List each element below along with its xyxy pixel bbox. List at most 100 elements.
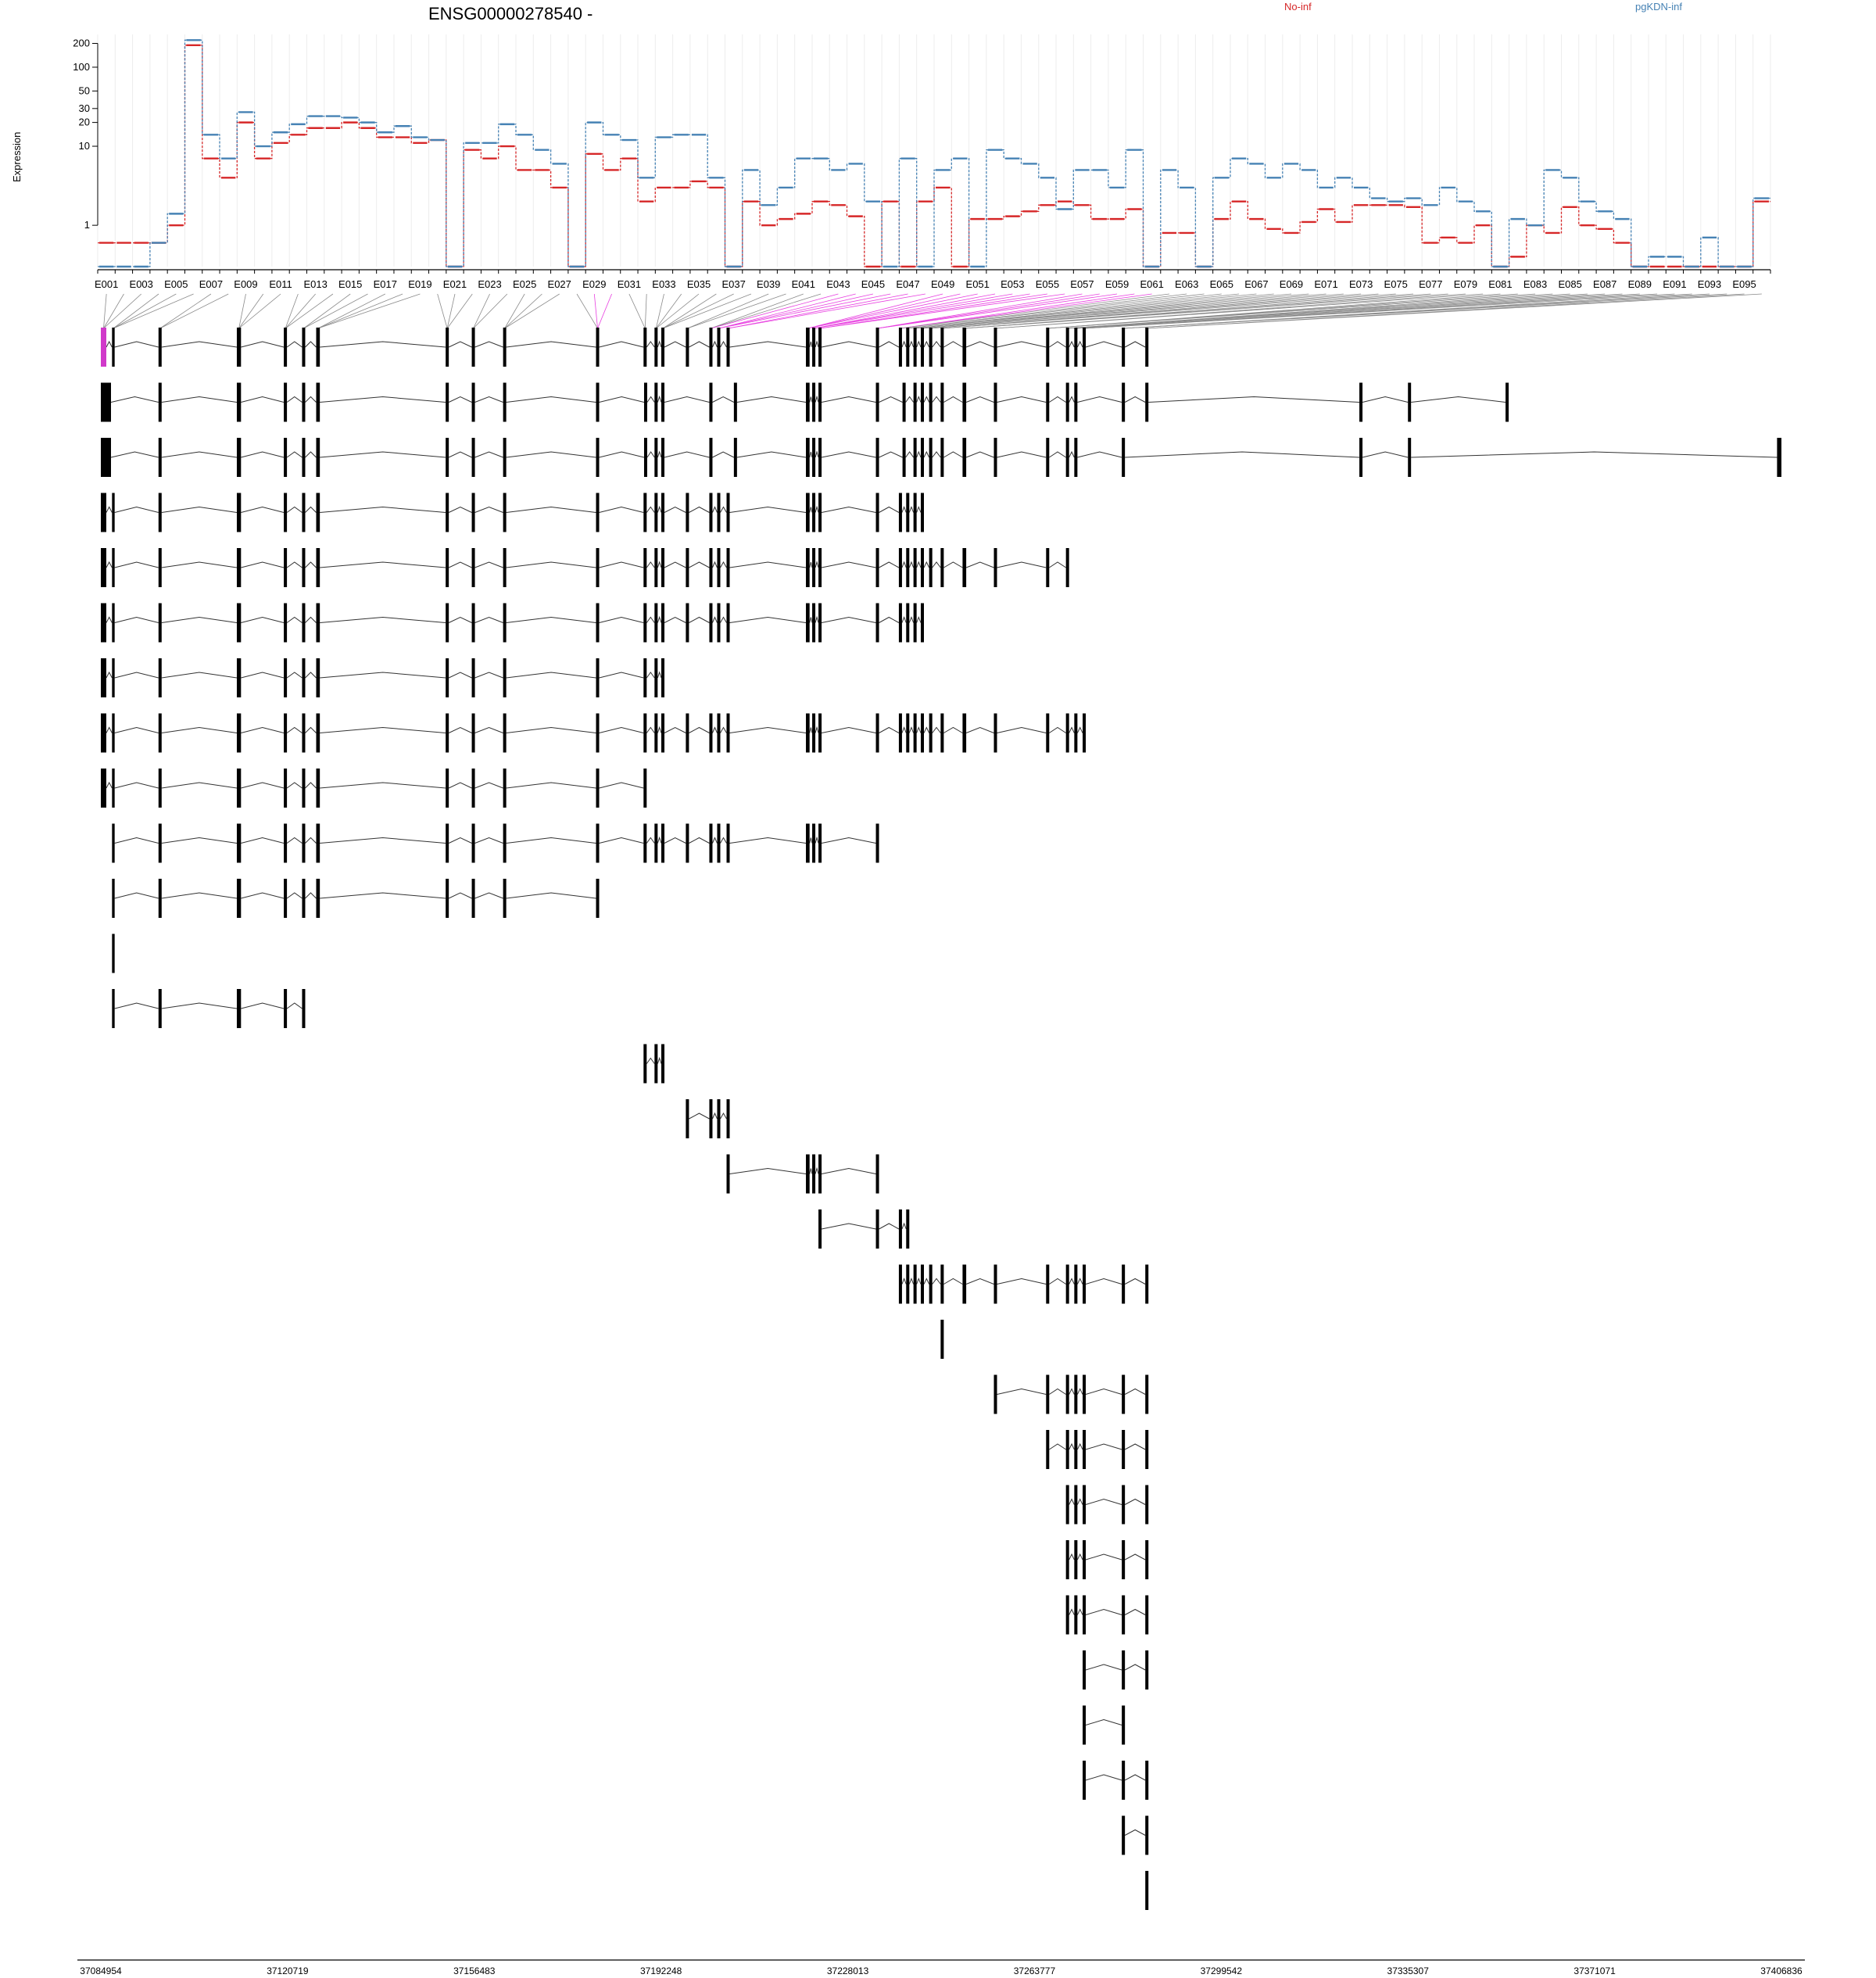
exon-block [1145, 1540, 1149, 1579]
intron-line [923, 340, 930, 348]
intron-line [814, 505, 819, 513]
exon-connector [662, 293, 734, 329]
transcript-model [101, 382, 1509, 422]
exon-block [101, 603, 106, 643]
exon-label: E027 [548, 278, 571, 290]
legend-no-inf: No-inf [1284, 1, 1312, 13]
exon-block [1122, 1815, 1126, 1855]
intron-line [879, 506, 900, 513]
intron-line [474, 451, 503, 458]
exon-block [818, 438, 822, 477]
intron-line [1069, 726, 1075, 733]
exon-block [913, 713, 917, 753]
intron-line [286, 726, 303, 733]
exon-label: E053 [1001, 278, 1024, 290]
exon-block [316, 658, 320, 697]
intron-line [923, 1277, 930, 1285]
exon-block [284, 328, 288, 367]
exon-block [818, 823, 822, 863]
exon-block [643, 603, 647, 643]
exon-label: E005 [164, 278, 188, 290]
intron-line [599, 837, 644, 844]
exon-block [654, 658, 658, 697]
exon-block [101, 548, 106, 587]
exon-block [112, 493, 115, 532]
intron-line [161, 506, 238, 513]
highlighted-exon [101, 328, 106, 367]
intron-line [1124, 341, 1146, 348]
exon-block [818, 603, 822, 643]
exon-block [1122, 1264, 1126, 1304]
transcript-model [112, 823, 879, 863]
exon-block [236, 328, 242, 367]
intron-line [161, 616, 238, 623]
intron-line [646, 561, 655, 568]
intron-line [106, 340, 113, 348]
intron-line [305, 616, 317, 623]
exon-label: E069 [1280, 278, 1303, 290]
exon-block [596, 823, 600, 863]
intron-line [286, 616, 303, 623]
intron-line [1124, 1608, 1146, 1615]
intron-line [1124, 1829, 1146, 1836]
intron-line [997, 1388, 1047, 1395]
transcript-model [1083, 1705, 1126, 1745]
exon-label: E023 [478, 278, 501, 290]
intron-line [286, 672, 303, 679]
exon-connector [711, 293, 822, 329]
intron-line [664, 396, 710, 403]
exon-block [1065, 1540, 1069, 1579]
intron-line [814, 340, 819, 348]
exon-block [818, 328, 822, 367]
exon-block [1083, 1650, 1087, 1690]
exon-block [316, 328, 320, 367]
exon-block [158, 713, 162, 753]
intron-line [448, 396, 472, 403]
intron-line [448, 672, 472, 679]
exon-block [898, 603, 902, 643]
intron-line [1085, 1277, 1122, 1285]
exon-block [101, 658, 106, 697]
exon-block [993, 328, 997, 367]
intron-line [712, 451, 735, 458]
intron-line [599, 341, 644, 348]
exon-connector [718, 293, 891, 329]
intron-line [320, 837, 446, 844]
intron-line [506, 726, 596, 733]
intron-line [106, 561, 113, 568]
intron-line [1069, 450, 1075, 458]
exon-block [920, 438, 924, 477]
intron-line [286, 396, 303, 403]
intron-line [943, 396, 963, 403]
intron-line [943, 561, 963, 568]
coordinate-label: 37406836 [1760, 1965, 1803, 1976]
exon-block [1505, 382, 1509, 422]
exon-block [101, 713, 106, 753]
exon-block [906, 328, 910, 367]
intron-line [161, 1002, 238, 1009]
intron-line [506, 451, 596, 458]
exon-block [471, 438, 475, 477]
exon-block [284, 382, 288, 422]
exon-block [717, 823, 721, 863]
exon-block [1083, 713, 1087, 753]
chart-title: ENSG00000278540 - [428, 4, 593, 23]
exon-block [806, 548, 810, 587]
intron-line [720, 561, 727, 568]
exon-block [993, 548, 997, 587]
exon-label: E059 [1105, 278, 1129, 290]
intron-line [241, 451, 285, 458]
intron-line [809, 451, 813, 458]
exon-connector [437, 293, 448, 329]
exon-connector [317, 293, 385, 329]
exon-connector [504, 293, 560, 329]
intron-line [161, 396, 238, 403]
intron-line [809, 1168, 813, 1174]
intron-line [943, 341, 963, 348]
coordinate-label: 37120719 [267, 1965, 309, 1976]
exon-block [1122, 382, 1126, 422]
exon-block [913, 382, 917, 422]
intron-line [1124, 1664, 1146, 1671]
intron-line [646, 616, 655, 623]
intron-line [1069, 1608, 1075, 1615]
